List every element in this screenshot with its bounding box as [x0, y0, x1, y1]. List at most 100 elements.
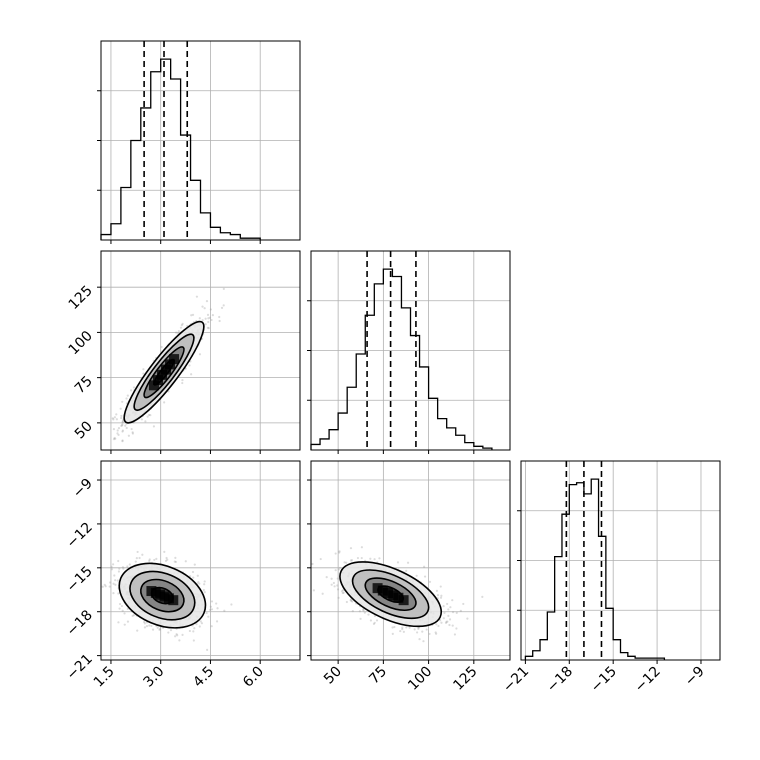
sample-point	[391, 626, 394, 629]
sample-point	[190, 314, 193, 317]
sample-point	[174, 635, 177, 638]
sample-point	[218, 315, 221, 319]
sample-point	[123, 623, 126, 626]
sample-point	[136, 550, 139, 554]
sample-point	[141, 553, 144, 556]
sample-point	[136, 629, 139, 632]
sample-point	[445, 620, 448, 623]
sample-point	[118, 602, 122, 606]
sample-point	[143, 622, 146, 625]
sample-point	[149, 414, 152, 417]
sample-point	[349, 599, 352, 602]
sample-point	[205, 300, 209, 303]
sample-point	[135, 557, 138, 560]
x-tick-label: −21	[500, 664, 532, 696]
sample-point	[169, 629, 173, 632]
sample-point	[121, 424, 124, 427]
sample-point	[131, 432, 134, 435]
sample-point	[345, 561, 348, 564]
sample-point	[193, 563, 196, 566]
sample-point	[451, 611, 455, 614]
x-tick-label: 75	[366, 664, 390, 688]
sample-point	[117, 592, 120, 595]
density-contour	[339, 561, 443, 628]
sample-point	[308, 558, 310, 560]
sample-point	[349, 559, 353, 562]
sample-point	[140, 418, 143, 421]
x-tick-label: 4.5	[190, 664, 217, 691]
sample-point	[188, 364, 191, 367]
sample-point	[199, 620, 202, 623]
sample-point	[120, 414, 123, 418]
sample-point	[163, 401, 166, 404]
sample-point	[200, 622, 204, 625]
sample-point	[132, 614, 135, 617]
sample-point	[148, 559, 151, 562]
sample-point	[363, 611, 366, 614]
y-tick-label: −18	[64, 607, 96, 639]
histogram-panel-p3: −21 −18 −15 −12 −9	[500, 460, 721, 696]
sample-point	[448, 623, 451, 627]
sample-point	[131, 431, 134, 434]
sample-point	[127, 434, 130, 437]
sample-point	[144, 420, 147, 423]
sample-point	[334, 552, 337, 555]
sample-point	[181, 378, 184, 382]
density-contour	[351, 569, 430, 620]
sample-point	[126, 607, 129, 610]
density-contour	[133, 333, 195, 411]
sample-point	[114, 583, 117, 586]
sample-point	[130, 427, 133, 431]
sample-point	[116, 429, 119, 432]
sample-point	[198, 317, 201, 320]
sample-point	[401, 626, 404, 629]
sample-point	[143, 626, 147, 629]
sample-point	[118, 607, 121, 610]
sample-point	[192, 639, 195, 642]
sample-point	[336, 577, 339, 580]
sample-point	[321, 592, 324, 595]
x-tick-label: 6.0	[240, 664, 267, 691]
sample-point	[342, 589, 345, 592]
sample-point	[402, 630, 405, 633]
sample-point	[151, 628, 155, 631]
sample-point	[111, 563, 115, 566]
sample-point	[204, 317, 207, 320]
sample-point	[121, 439, 124, 442]
sample-point	[175, 633, 178, 636]
sample-point	[117, 621, 120, 624]
sample-point	[178, 639, 181, 642]
density-core-bin	[393, 592, 404, 603]
sample-point	[193, 627, 196, 630]
sample-point	[444, 621, 448, 625]
sample-point	[230, 603, 233, 606]
sample-point	[150, 624, 153, 628]
sample-point	[120, 604, 124, 608]
sample-point	[436, 594, 440, 597]
x-tick-label: −12	[632, 664, 664, 696]
sample-point	[451, 624, 454, 627]
sample-point	[198, 625, 201, 628]
joint-panel-p2-p3: 50 75 100 125	[307, 460, 511, 694]
density-core-bin	[388, 590, 399, 601]
density-contour	[123, 320, 205, 424]
sample-point	[447, 614, 450, 617]
sample-point	[406, 561, 410, 564]
sample-point	[349, 547, 353, 550]
sample-point	[209, 605, 212, 608]
sample-point	[195, 623, 198, 626]
sample-point	[121, 609, 124, 612]
sample-point	[115, 413, 118, 416]
sample-point	[359, 617, 362, 620]
sample-point	[462, 602, 465, 606]
sample-point	[362, 609, 365, 612]
sample-point	[206, 648, 209, 651]
sample-point	[399, 629, 402, 633]
sample-point	[434, 631, 437, 634]
sample-point	[116, 432, 119, 435]
sample-point	[373, 558, 376, 561]
sample-point	[440, 594, 443, 597]
sample-point	[163, 550, 166, 553]
sample-point	[417, 627, 420, 630]
y-tick-label: 100	[66, 328, 96, 358]
